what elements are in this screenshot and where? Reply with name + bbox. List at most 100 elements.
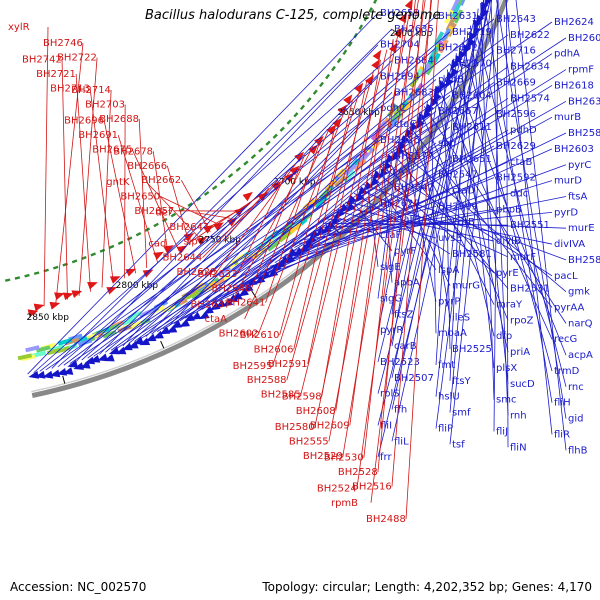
forward-label-leader xyxy=(331,214,379,236)
forward-label-leader xyxy=(391,0,485,410)
reverse-gene-label: BH2555 xyxy=(289,437,329,448)
gc-dot xyxy=(126,236,133,241)
forward-label-leader xyxy=(134,82,495,342)
cog-stripe xyxy=(434,31,445,46)
forward-label-leader xyxy=(483,0,553,403)
forward-label-leader xyxy=(168,107,379,327)
forward-gene-label: rpoZ xyxy=(510,315,534,326)
forward-gene-label: BH2525 xyxy=(452,344,492,355)
gc-dot xyxy=(4,278,11,282)
forward-gene-arrow xyxy=(159,326,171,335)
reverse-gene-label: BH2742 xyxy=(22,54,62,65)
forward-gene-arrow xyxy=(209,301,221,311)
forward-label-leader xyxy=(449,0,487,413)
forward-gene-label: fmt xyxy=(438,360,455,371)
forward-gene-label: pyrAA xyxy=(554,303,584,314)
kbp-tick xyxy=(160,340,165,349)
kbp-tick xyxy=(251,290,257,298)
reverse-gene-label: ctaA xyxy=(205,314,228,325)
reverse-gene-label: BH2657 xyxy=(134,206,174,217)
reverse-label-leader xyxy=(237,171,288,275)
gc-dot xyxy=(286,119,292,125)
reverse-gene-label: BH2608 xyxy=(296,406,336,417)
forward-gene-label: BH2631 xyxy=(438,11,478,22)
reverse-gene-arrow xyxy=(196,236,208,246)
forward-gene-label: dfp xyxy=(496,331,512,342)
forward-label-leader xyxy=(294,202,379,248)
cog-stripe xyxy=(31,350,47,358)
cog-stripe xyxy=(57,337,73,346)
cog-stripe xyxy=(438,39,449,54)
reverse-gene-label: BH2524 xyxy=(317,483,357,494)
forward-gene-label: pdhA xyxy=(554,49,580,60)
forward-gene-label: BH2574 xyxy=(510,93,550,104)
forward-label-leader xyxy=(505,0,553,435)
forward-gene-label: BH2600 xyxy=(568,33,600,44)
forward-gene-label: ddc xyxy=(510,188,528,199)
kbp-tick xyxy=(62,375,66,384)
reverse-label-leader xyxy=(230,146,314,305)
forward-label-leader xyxy=(217,142,437,301)
reverse-label-leader xyxy=(202,179,279,258)
reverse-label-leader xyxy=(328,6,411,442)
forward-gene-label: ctaF xyxy=(380,230,402,241)
gc-dot xyxy=(203,191,210,196)
forward-gene-label: BH2704 xyxy=(380,40,420,51)
reverse-label-leader xyxy=(272,89,361,366)
forward-gene-label: pyrC xyxy=(568,160,591,171)
forward-gene-label: BH2581 xyxy=(452,249,492,260)
forward-label-leader xyxy=(81,47,437,361)
gc-dot xyxy=(347,41,353,47)
reverse-gene-arrow xyxy=(49,301,61,310)
forward-label-leader xyxy=(51,28,393,369)
reverse-gene-label: slp xyxy=(183,236,197,247)
reverse-label-leader xyxy=(251,154,305,289)
gc-dot xyxy=(170,212,177,218)
forward-label-leader xyxy=(391,80,442,347)
forward-gene-label: priA xyxy=(510,347,530,358)
reverse-label-leader xyxy=(195,212,231,219)
cog-stripe xyxy=(266,239,281,252)
forward-gene-label: BH2599 xyxy=(438,201,478,212)
forward-gene-label: rnc xyxy=(568,382,584,393)
reverse-label-leader xyxy=(152,151,169,258)
gc-dot xyxy=(306,97,312,103)
forward-gene-arrow xyxy=(42,370,54,379)
gc-dot xyxy=(342,49,348,56)
forward-label-leader xyxy=(496,0,567,419)
map-title: Bacillus halodurans C-125, complete geno… xyxy=(145,8,441,23)
forward-gene-label: BH2611 xyxy=(452,122,492,133)
gc-dot xyxy=(336,57,342,64)
forward-label-leader xyxy=(377,141,400,299)
reverse-gene-label: BH2662 xyxy=(141,175,181,186)
gc-dot xyxy=(227,173,234,179)
forward-gene-label: BH2684 xyxy=(394,56,434,67)
reverse-gene-arrow xyxy=(71,290,83,299)
reverse-gene-arrow xyxy=(332,117,342,129)
forward-label-leader xyxy=(27,12,379,375)
cog-stripe xyxy=(35,345,51,353)
gc-dot xyxy=(363,15,369,22)
gc-dots-track xyxy=(4,0,378,282)
cog-stripe xyxy=(451,3,461,18)
reverse-gene-arrow xyxy=(33,303,45,312)
forward-label-leader xyxy=(402,136,437,302)
reverse-gene-label: BH2580 xyxy=(275,422,315,433)
forward-gene-arrow xyxy=(121,342,133,351)
forward-gene-label: BH2634 xyxy=(510,62,550,73)
reverse-gene-label: BH2688 xyxy=(99,114,139,125)
reverse-gene-label: BH2602 xyxy=(219,328,259,339)
cog-stripe xyxy=(314,196,328,209)
forward-gene-label: BH2643 xyxy=(496,14,536,25)
forward-gene-arrow xyxy=(73,362,85,370)
forward-gene-label: flhB xyxy=(568,445,588,456)
cog-stripe xyxy=(17,353,33,361)
forward-gene-label: rnh xyxy=(510,411,527,422)
reverse-gene-label: cad xyxy=(148,238,166,249)
reverse-label-leader xyxy=(293,99,353,350)
gc-dot xyxy=(319,81,325,88)
forward-label-leader xyxy=(377,58,454,363)
reverse-gene-label: BH2637 xyxy=(191,300,231,311)
gc-dot xyxy=(368,7,373,13)
